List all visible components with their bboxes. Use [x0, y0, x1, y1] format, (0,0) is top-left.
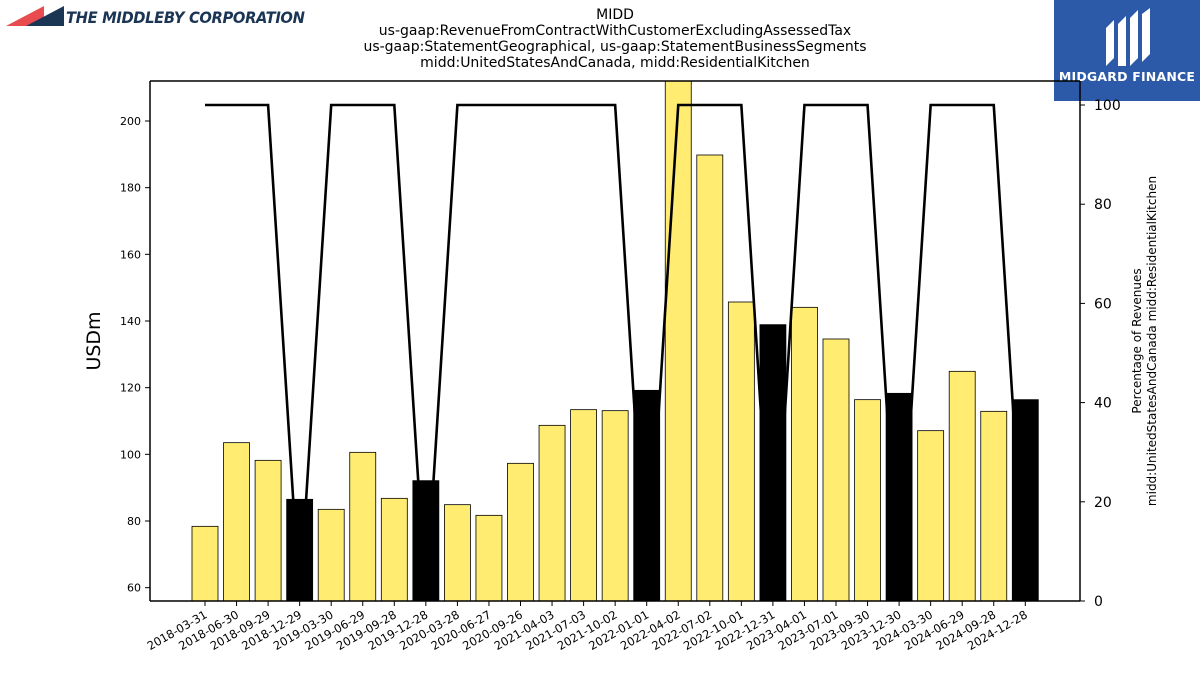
- bar: [980, 410, 1008, 602]
- bar: [223, 442, 250, 602]
- y-tick-label-left: 80: [127, 515, 141, 528]
- chart-title-line: us-gaap:StatementGeographical, us-gaap:S…: [363, 39, 867, 55]
- midgard-logo: MIDGARD FINANCE: [1054, 0, 1200, 101]
- bar: [885, 392, 913, 602]
- y-tick-label-left: 200: [120, 115, 141, 128]
- company-logo: [6, 6, 296, 30]
- bar: [696, 154, 724, 602]
- y-tick-label-left: 160: [120, 248, 141, 261]
- chart-title: MIDD us-gaap:RevenueFromContractWithCust…: [250, 7, 980, 71]
- company-logo-mark-icon: [6, 6, 64, 26]
- y-tick-label-left: 120: [120, 382, 141, 395]
- y-tick-label-right: 40: [1094, 396, 1112, 412]
- bar: [254, 459, 282, 602]
- bar: [317, 508, 345, 602]
- chart-title-line: midd:UnitedStatesAndCanada, midd:Residen…: [420, 55, 810, 71]
- bar: [443, 504, 471, 602]
- y-tick-label-left: 100: [120, 448, 141, 461]
- bar: [538, 424, 566, 602]
- y-tick-label-right: 60: [1094, 296, 1112, 312]
- bar: [948, 370, 976, 602]
- bar: [507, 462, 534, 602]
- chart-title-line: us-gaap:RevenueFromContractWithCustomerE…: [378, 23, 852, 39]
- bar: [191, 525, 219, 602]
- midgard-logo-mark-icon: [1106, 8, 1150, 66]
- bar: [727, 301, 755, 602]
- bar: [570, 409, 597, 602]
- company-logo-text: THE MIDDLEBY CORPORATION: [66, 8, 305, 27]
- bar: [380, 497, 408, 602]
- bar: [349, 451, 377, 602]
- y-tick-label-left: 140: [120, 315, 141, 328]
- bar: [854, 399, 881, 602]
- bar: [475, 514, 503, 602]
- y-tick-label-right: 80: [1094, 197, 1112, 213]
- y-tick-label-left: 60: [127, 582, 141, 595]
- bar: [633, 389, 661, 602]
- y-tick-label-right: 20: [1094, 495, 1112, 511]
- bar: [917, 430, 945, 602]
- percentage-line: [205, 103, 1027, 601]
- bar: [664, 80, 692, 602]
- bar: [791, 306, 818, 602]
- bar: [601, 410, 629, 602]
- chart-title-line: MIDD: [596, 7, 634, 23]
- bar: [1011, 399, 1039, 602]
- midgard-logo-text: MIDGARD FINANCE: [1058, 69, 1196, 84]
- y-tick-label-right: 0: [1094, 594, 1103, 610]
- bar: [822, 338, 850, 602]
- y-tick-label-left: 180: [120, 182, 141, 195]
- y-tick-label-right: 100: [1094, 98, 1121, 114]
